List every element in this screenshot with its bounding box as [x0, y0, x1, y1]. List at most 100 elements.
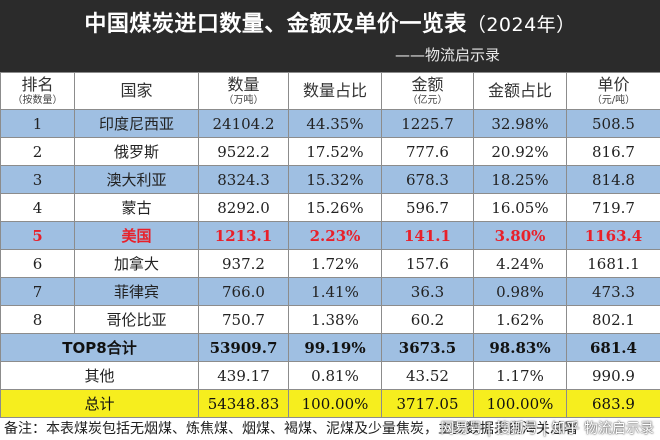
rank-cell: 6	[0, 249, 75, 278]
col-header-quantity-share: 数量占比	[288, 72, 382, 110]
col-header-amount: 金额 （亿元）	[381, 72, 474, 110]
quantity-cell: 9522.2	[198, 137, 289, 166]
title-year: （2024年）	[466, 14, 576, 36]
amount-cell: 36.3	[381, 277, 474, 306]
rank-cell: 2	[0, 137, 75, 166]
other-row: 其他 439.17 0.81% 43.52 1.17% 990.9	[0, 361, 660, 390]
unit-price-cell: 814.8	[566, 165, 660, 194]
amount-share-cell: 3.80%	[473, 221, 567, 250]
watermark: 网易号 | 搜狐号 | 知乎 物流启示录	[440, 421, 654, 437]
amount-share-cell: 1.17%	[473, 361, 567, 390]
country-cell: 澳大利亚	[74, 165, 199, 194]
amount-cell: 141.1	[381, 221, 474, 250]
quantity-share-cell: 44.35%	[288, 109, 382, 138]
unit-price-cell: 508.5	[566, 109, 660, 138]
country-cell: 蒙古	[74, 193, 199, 222]
quantity-cell: 766.0	[198, 277, 289, 306]
rank-cell: 4	[0, 193, 75, 222]
amount-cell: 3717.05	[381, 389, 474, 418]
quantity-share-cell: 15.26%	[288, 193, 382, 222]
amount-cell: 596.7	[381, 193, 474, 222]
quantity-cell: 8292.0	[198, 193, 289, 222]
amount-share-cell: 1.62%	[473, 305, 567, 334]
unit-price-cell: 719.7	[566, 193, 660, 222]
quantity-share-cell: 15.32%	[288, 165, 382, 194]
amount-cell: 157.6	[381, 249, 474, 278]
quantity-share-cell: 99.19%	[288, 333, 382, 362]
table-row: 7 菲律宾 766.0 1.41% 36.3 0.98% 473.3	[0, 277, 660, 306]
title-text: 中国煤炭进口数量、金额及单价一览表	[84, 12, 467, 37]
col-header-country: 国家	[74, 72, 199, 110]
quantity-share-cell: 17.52%	[288, 137, 382, 166]
country-cell: 加拿大	[74, 249, 199, 278]
quantity-cell: 53909.7	[198, 333, 289, 362]
unit-price-cell: 681.4	[566, 333, 660, 362]
col-header-rank: 排名 （按数量）	[0, 72, 75, 110]
amount-share-cell: 18.25%	[473, 165, 567, 194]
country-cell: 菲律宾	[74, 277, 199, 306]
quantity-cell: 439.17	[198, 361, 289, 390]
page-subtitle: ——物流启示录	[394, 46, 500, 64]
amount-share-cell: 100.00%	[473, 389, 567, 418]
unit-price-cell: 816.7	[566, 137, 660, 166]
amount-share-cell: 32.98%	[473, 109, 567, 138]
rank-cell: 7	[0, 277, 75, 306]
unit-price-cell: 990.9	[566, 361, 660, 390]
amount-cell: 777.6	[381, 137, 474, 166]
quantity-share-cell: 100.00%	[288, 389, 382, 418]
grand-total-row: 总计 54348.83 100.00% 3717.05 100.00% 683.…	[0, 389, 660, 418]
quantity-share-cell: 0.81%	[288, 361, 382, 390]
col-header-unit-price: 单价 （元/吨）	[566, 72, 660, 110]
unit-price-cell: 1681.1	[566, 249, 660, 278]
amount-cell: 60.2	[381, 305, 474, 334]
unit-price-cell: 473.3	[566, 277, 660, 306]
table-row: 6 加拿大 937.2 1.72% 157.6 4.24% 1681.1	[0, 249, 660, 278]
rank-cell: 5	[0, 221, 75, 250]
unit-price-cell: 683.9	[566, 389, 660, 418]
amount-share-cell: 0.98%	[473, 277, 567, 306]
table-row: 4 蒙古 8292.0 15.26% 596.7 16.05% 719.7	[0, 193, 660, 222]
amount-cell: 43.52	[381, 361, 474, 390]
amount-cell: 678.3	[381, 165, 474, 194]
quantity-share-cell: 2.23%	[288, 221, 382, 250]
coal-import-table: 排名 （按数量） 国家 数量 （万吨） 数量占比 金额 （亿元） 金额占比 单价 （元/…	[0, 72, 660, 418]
quantity-cell: 54348.83	[198, 389, 289, 418]
top8-total-row: TOP8合计 53909.7 99.19% 3673.5 98.83% 681.…	[0, 333, 660, 362]
country-cell: 哥伦比亚	[74, 305, 199, 334]
quantity-share-cell: 1.38%	[288, 305, 382, 334]
amount-share-cell: 16.05%	[473, 193, 567, 222]
quantity-share-cell: 1.72%	[288, 249, 382, 278]
table-row: 3 澳大利亚 8324.3 15.32% 678.3 18.25% 814.8	[0, 165, 660, 194]
amount-cell: 1225.7	[381, 109, 474, 138]
table-row: 8 哥伦比亚 750.7 1.38% 60.2 1.62% 802.1	[0, 305, 660, 334]
row-label-cell: TOP8合计	[0, 333, 199, 362]
quantity-cell: 1213.1	[198, 221, 289, 250]
table-row-highlighted: 5 美国 1213.1 2.23% 141.1 3.80% 1163.4	[0, 221, 660, 250]
rank-cell: 1	[0, 109, 75, 138]
rank-cell: 3	[0, 165, 75, 194]
amount-share-cell: 20.92%	[473, 137, 567, 166]
country-cell: 美国	[74, 221, 199, 250]
col-header-amount-share: 金额占比	[473, 72, 567, 110]
col-header-quantity: 数量 （万吨）	[198, 72, 289, 110]
header-row: 排名 （按数量） 国家 数量 （万吨） 数量占比 金额 （亿元） 金额占比 单价 （元/…	[0, 72, 660, 110]
quantity-cell: 937.2	[198, 249, 289, 278]
amount-cell: 3673.5	[381, 333, 474, 362]
page-title: 中国煤炭进口数量、金额及单价一览表（2024年）	[0, 6, 660, 38]
quantity-share-cell: 1.41%	[288, 277, 382, 306]
quantity-cell: 750.7	[198, 305, 289, 334]
footnote: 备注：本表煤炭包括无烟煤、炼焦煤、烟煤、褐煤、泥煤及少量焦炭，主要数据来自海关总…	[4, 421, 578, 437]
row-label-cell: 其他	[0, 361, 199, 390]
amount-share-cell: 4.24%	[473, 249, 567, 278]
unit-price-cell: 802.1	[566, 305, 660, 334]
rank-cell: 8	[0, 305, 75, 334]
row-label-cell: 总计	[0, 389, 199, 418]
amount-share-cell: 98.83%	[473, 333, 567, 362]
country-cell: 印度尼西亚	[74, 109, 199, 138]
quantity-cell: 8324.3	[198, 165, 289, 194]
table-row: 1 印度尼西亚 24104.2 44.35% 1225.7 32.98% 508…	[0, 109, 660, 138]
quantity-cell: 24104.2	[198, 109, 289, 138]
table-row: 2 俄罗斯 9522.2 17.52% 777.6 20.92% 816.7	[0, 137, 660, 166]
country-cell: 俄罗斯	[74, 137, 199, 166]
unit-price-cell: 1163.4	[566, 221, 660, 250]
